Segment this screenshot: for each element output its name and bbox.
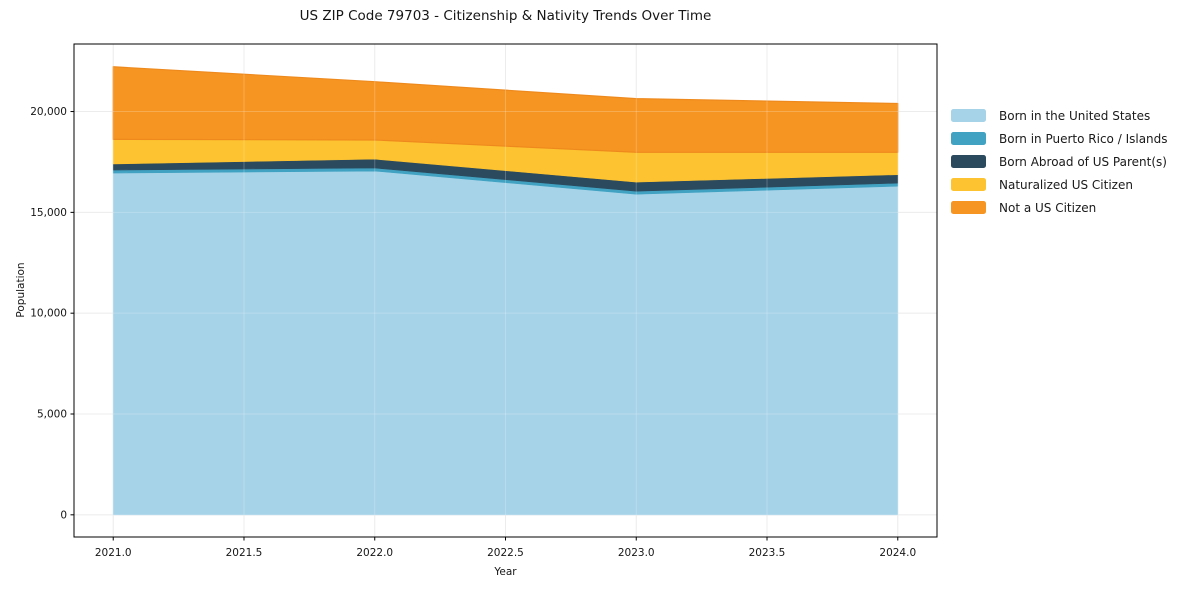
legend-item: Not a US Citizen (951, 196, 1168, 219)
legend-swatch-icon (951, 132, 986, 145)
x-tick-label: 2021.0 (95, 547, 132, 559)
area-band-5 (112, 66, 899, 153)
x-tick-label: 2023.0 (618, 547, 655, 559)
legend-item: Born Abroad of US Parent(s) (951, 150, 1168, 173)
legend-label: Born in the United States (999, 108, 1151, 123)
legend-swatch-icon (951, 155, 986, 168)
legend-swatch-icon (951, 178, 986, 191)
y-tick-label: 0 (60, 509, 67, 521)
legend-item: Naturalized US Citizen (951, 173, 1168, 196)
legend-item: Born in Puerto Rico / Islands (951, 127, 1168, 150)
y-tick-label: 20,000 (30, 106, 67, 118)
chart-title: US ZIP Code 79703 - Citizenship & Nativi… (299, 8, 712, 24)
x-tick-label: 2024.0 (879, 547, 916, 559)
legend-label: Born in Puerto Rico / Islands (999, 131, 1168, 146)
x-tick-label: 2021.5 (226, 547, 263, 559)
y-tick-label: 5,000 (37, 409, 67, 421)
x-tick-label: 2022.5 (487, 547, 524, 559)
x-tick-label: 2022.0 (356, 547, 393, 559)
x-tick-label: 2023.5 (749, 547, 786, 559)
legend-label: Born Abroad of US Parent(s) (999, 154, 1167, 169)
legend-item: Born in the United States (951, 104, 1168, 127)
y-tick-label: 15,000 (30, 207, 67, 219)
legend-swatch-icon (951, 109, 986, 122)
x-axis-label: Year (494, 566, 517, 578)
chart-legend: Born in the United States Born in Puerto … (951, 104, 1168, 219)
legend-label: Not a US Citizen (999, 200, 1097, 215)
y-tick-label: 10,000 (30, 308, 67, 320)
legend-label: Naturalized US Citizen (999, 177, 1133, 192)
legend-swatch-icon (951, 201, 986, 214)
